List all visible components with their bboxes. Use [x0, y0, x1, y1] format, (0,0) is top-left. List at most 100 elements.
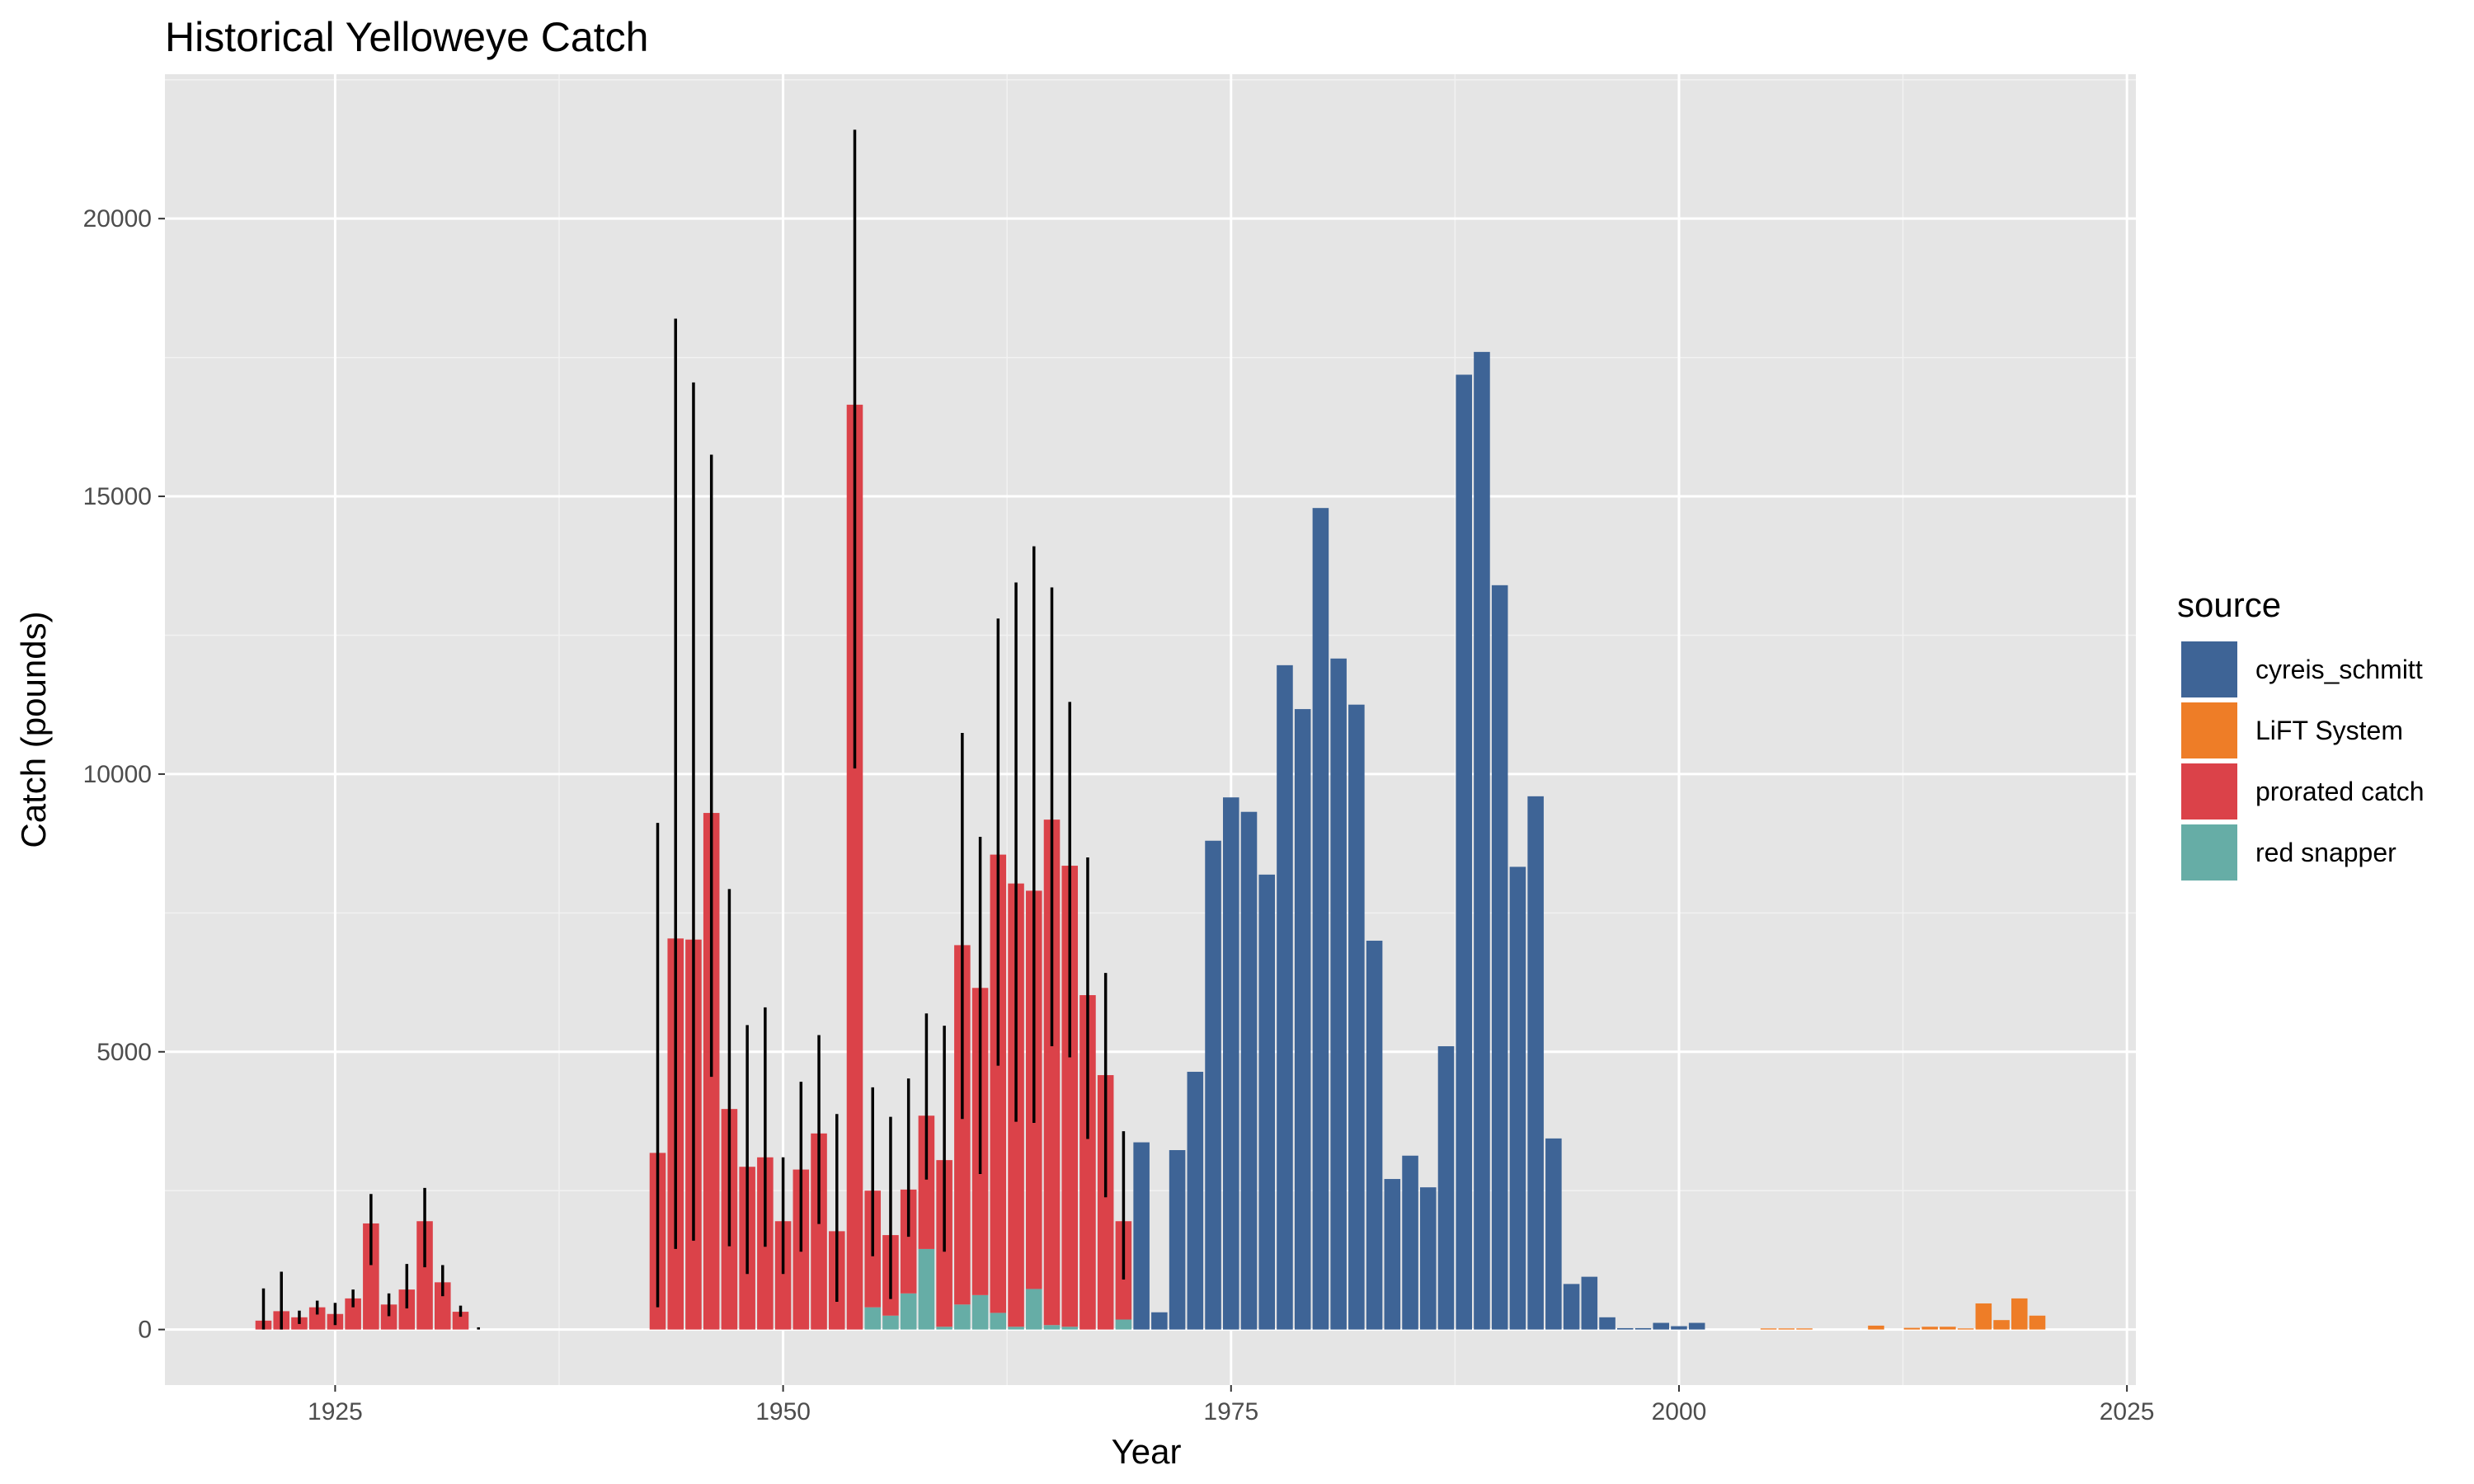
- bar: [1079, 995, 1096, 1330]
- bar: [990, 854, 1007, 1313]
- bar: [1043, 1325, 1061, 1330]
- y-tick-label: 15000: [83, 483, 152, 510]
- bar: [1671, 1326, 1687, 1330]
- bar: [1796, 1328, 1813, 1330]
- bar: [363, 1223, 379, 1330]
- x-tick-label: 1925: [308, 1398, 363, 1425]
- bar: [1653, 1322, 1670, 1330]
- bar: [1581, 1276, 1598, 1330]
- legend-swatch: [2181, 763, 2237, 819]
- y-tick-label: 20000: [83, 205, 152, 232]
- bar: [1975, 1303, 1992, 1330]
- bar: [2029, 1315, 2046, 1330]
- bar: [398, 1289, 416, 1330]
- bar: [1474, 351, 1490, 1330]
- bar: [1599, 1317, 1616, 1330]
- bar: [954, 945, 971, 1305]
- bar: [1294, 709, 1311, 1330]
- bar: [1061, 1327, 1079, 1330]
- bar: [900, 1293, 917, 1330]
- bar: [1384, 1179, 1401, 1330]
- bar: [1133, 1142, 1150, 1330]
- legend-label: red snapper: [2255, 838, 2396, 867]
- plot-panel: [165, 74, 2136, 1385]
- bar: [1456, 374, 1473, 1330]
- bar: [1563, 1284, 1580, 1330]
- bar: [1491, 585, 1508, 1330]
- bar: [1366, 941, 1383, 1330]
- bar: [1993, 1320, 2010, 1330]
- x-tick-label: 1950: [755, 1398, 811, 1425]
- bar: [1169, 1150, 1186, 1330]
- bar: [882, 1315, 899, 1330]
- bar: [1115, 1319, 1132, 1330]
- bar: [1419, 1187, 1437, 1330]
- bar: [1222, 797, 1239, 1330]
- bar: [1205, 840, 1221, 1330]
- x-tick-label: 2025: [2100, 1398, 2155, 1425]
- y-tick-label: 0: [138, 1317, 152, 1344]
- bar: [2011, 1298, 2028, 1330]
- bar: [1921, 1327, 1938, 1330]
- y-axis-title: Catch (pounds): [14, 611, 53, 848]
- bar: [1330, 658, 1347, 1330]
- bar: [1258, 874, 1276, 1330]
- bar: [990, 1313, 1007, 1330]
- bar: [864, 1307, 882, 1330]
- bar: [774, 1221, 792, 1330]
- bar: [1312, 508, 1329, 1330]
- axis-ticks: 1925 1950 1975 2000 2025 0 5000 10000 15000 20000: [83, 205, 2155, 1425]
- bar: [846, 404, 863, 1330]
- bar: [1240, 811, 1258, 1330]
- bar-layer: [255, 351, 2046, 1330]
- legend-swatch: [2181, 824, 2237, 881]
- bar: [1688, 1322, 1705, 1330]
- bar: [1437, 1046, 1455, 1330]
- bar: [954, 1304, 971, 1330]
- bar: [1957, 1328, 1974, 1330]
- bar: [1008, 1327, 1024, 1330]
- legend: source cyreis_schmitt LiFT System prorated…: [2177, 585, 2425, 881]
- grid-lines: [165, 74, 2136, 1385]
- bar: [1868, 1325, 1884, 1330]
- bar: [345, 1298, 361, 1330]
- legend-label: cyreis_schmitt: [2255, 655, 2423, 684]
- legend-label: prorated catch: [2255, 777, 2425, 806]
- bar: [1097, 1075, 1114, 1330]
- legend-label: LiFT System: [2255, 716, 2403, 745]
- bar: [1025, 1289, 1042, 1330]
- bar: [1151, 1312, 1168, 1330]
- bar: [918, 1248, 935, 1330]
- bar: [416, 1221, 433, 1330]
- y-tick-label: 10000: [83, 761, 152, 788]
- legend-swatch: [2181, 641, 2237, 697]
- bar: [452, 1312, 469, 1330]
- bar: [434, 1282, 451, 1330]
- bar: [1527, 796, 1544, 1330]
- error-bar-layer: [261, 129, 1126, 1330]
- bar: [1348, 704, 1365, 1330]
- bar: [1402, 1155, 1418, 1330]
- bar: [971, 1294, 989, 1330]
- bar: [1760, 1328, 1777, 1330]
- x-tick-label: 1975: [1203, 1398, 1258, 1425]
- bar: [1277, 665, 1293, 1330]
- bar: [1509, 866, 1526, 1330]
- y-tick-label: 5000: [96, 1039, 152, 1066]
- x-axis-title: Year: [1112, 1432, 1182, 1471]
- chart-title: Historical Yelloweye Catch: [165, 14, 648, 60]
- bar: [918, 1115, 935, 1249]
- legend-swatch: [2181, 702, 2237, 758]
- bar: [1043, 819, 1061, 1326]
- bar: [936, 1327, 952, 1330]
- bar: [1778, 1328, 1795, 1330]
- legend-title: source: [2177, 585, 2281, 624]
- bar: [811, 1133, 827, 1330]
- bar: [1903, 1327, 1921, 1330]
- bar: [308, 1307, 326, 1330]
- bar: [1545, 1138, 1562, 1330]
- bar: [1940, 1327, 1956, 1330]
- bar: [1061, 866, 1079, 1327]
- x-tick-label: 2000: [1652, 1398, 1707, 1425]
